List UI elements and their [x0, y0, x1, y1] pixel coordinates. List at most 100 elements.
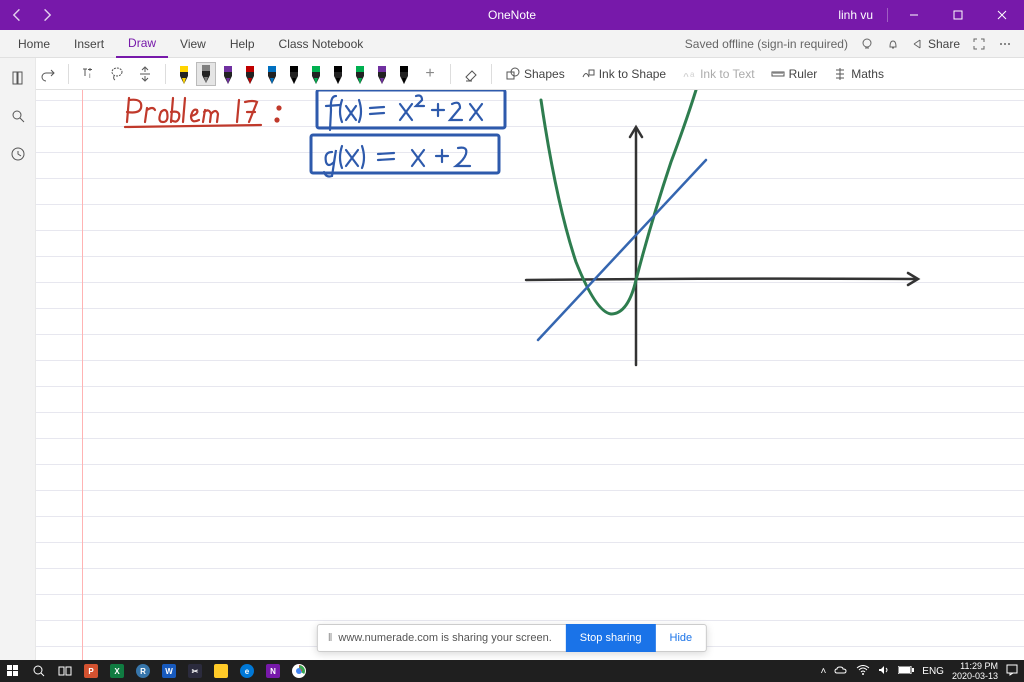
back-button[interactable] [4, 0, 32, 30]
screen-share-bar: ‖ www.numerade.com is sharing your scree… [317, 624, 707, 652]
draw-toolbar: I [0, 58, 1024, 90]
taskbar-search-icon[interactable] [26, 660, 52, 682]
ink-to-shape-tool[interactable]: Ink to Shape [575, 67, 672, 81]
pen-8[interactable] [350, 62, 370, 86]
pause-icon: ‖ [328, 632, 333, 644]
close-button[interactable] [980, 0, 1024, 30]
menu-draw[interactable]: Draw [116, 30, 168, 58]
taskbar-app-word[interactable]: W [156, 660, 182, 682]
note-canvas[interactable] [36, 90, 1024, 660]
taskbar: P X R W ✂ e N ˄ ENG 11:29 PM 2020-03-13 [0, 660, 1024, 682]
pen-2[interactable] [218, 62, 238, 86]
ink-to-text-icon: a [682, 67, 696, 81]
tray-notifications-icon[interactable] [1006, 664, 1018, 679]
tray-lang[interactable]: ENG [922, 666, 944, 677]
tray-wifi-icon[interactable] [856, 665, 870, 678]
system-tray: ˄ ENG 11:29 PM 2020-03-13 [820, 661, 1024, 681]
pen-3[interactable] [240, 62, 260, 86]
recent-icon[interactable] [6, 142, 30, 166]
ink-to-shape-label: Ink to Shape [599, 67, 666, 81]
more-icon[interactable] [992, 30, 1018, 58]
tray-volume-icon[interactable] [878, 665, 890, 678]
search-icon[interactable] [6, 104, 30, 128]
add-pen-button[interactable]: + [418, 62, 442, 86]
side-rail [0, 58, 36, 660]
nav-group [0, 0, 64, 30]
eraser-button[interactable] [459, 62, 483, 86]
maths-icon [833, 67, 847, 81]
svg-text:I: I [89, 74, 91, 80]
tray-chevron-icon[interactable]: ˄ [820, 666, 826, 677]
shapes-tool[interactable]: Shapes [500, 67, 571, 81]
user-name[interactable]: linh vu [824, 8, 888, 22]
menu-bar: Home Insert Draw View Help Class Noteboo… [0, 30, 1024, 58]
shapes-icon [506, 67, 520, 81]
menu-home[interactable]: Home [6, 30, 62, 58]
pen-5[interactable] [284, 62, 304, 86]
pen-1[interactable] [196, 62, 216, 86]
forward-button[interactable] [32, 0, 60, 30]
taskbar-app-excel[interactable]: X [104, 660, 130, 682]
text-select-button[interactable]: I [77, 62, 101, 86]
window-title: OneNote [488, 8, 536, 22]
ink-to-text-label: Ink to Text [700, 67, 754, 81]
maths-tool[interactable]: Maths [827, 67, 890, 81]
maximize-button[interactable] [936, 0, 980, 30]
taskbar-app-onenote[interactable]: N [260, 660, 286, 682]
menu-help[interactable]: Help [218, 30, 267, 58]
taskbar-app-explorer[interactable] [208, 660, 234, 682]
ink-line [516, 140, 816, 370]
bell-icon[interactable] [880, 30, 906, 58]
ink-to-shape-icon [581, 67, 595, 81]
share-label: Share [928, 37, 960, 51]
taskbar-app-chrome[interactable] [286, 660, 312, 682]
tray-date: 2020-03-13 [952, 671, 998, 681]
ruler-tool[interactable]: Ruler [765, 67, 824, 81]
share-icon [912, 38, 924, 50]
title-bar: OneNote linh vu [0, 0, 1024, 30]
taskbar-app-powerpoint[interactable]: P [78, 660, 104, 682]
ink-eq-2 [320, 138, 500, 178]
share-message: ‖ www.numerade.com is sharing your scree… [318, 632, 566, 644]
share-button[interactable]: Share [906, 37, 966, 51]
pen-6[interactable] [306, 62, 326, 86]
minimize-button[interactable] [892, 0, 936, 30]
lightbulb-icon[interactable] [854, 30, 880, 58]
taskbar-app-edge[interactable]: e [234, 660, 260, 682]
ruler-label: Ruler [789, 67, 818, 81]
redo-button[interactable] [36, 62, 60, 86]
ink-eq-1 [326, 92, 506, 130]
tray-clock[interactable]: 11:29 PM 2020-03-13 [952, 661, 998, 681]
pen-9[interactable] [372, 62, 392, 86]
hide-share-button[interactable]: Hide [656, 632, 707, 644]
start-button[interactable] [0, 660, 26, 682]
ink-to-text-tool[interactable]: a Ink to Text [676, 67, 760, 81]
pen-7[interactable] [328, 62, 348, 86]
ruler-icon [771, 67, 785, 81]
save-status: Saved offline (sign-in required) [685, 37, 854, 51]
insert-space-button[interactable] [133, 62, 157, 86]
menu-class-notebook[interactable]: Class Notebook [267, 30, 376, 58]
pen-0[interactable] [174, 62, 194, 86]
shapes-label: Shapes [524, 67, 565, 81]
tray-time: 11:29 PM [952, 661, 998, 671]
maths-label: Maths [851, 67, 884, 81]
menu-view[interactable]: View [168, 30, 218, 58]
svg-text:a: a [690, 70, 695, 79]
tray-battery-icon[interactable] [898, 666, 914, 677]
tray-onedrive-icon[interactable] [834, 665, 848, 678]
taskbar-app-taskview[interactable] [52, 660, 78, 682]
stop-sharing-button[interactable]: Stop sharing [566, 624, 656, 652]
title-right: linh vu [824, 0, 1024, 30]
fullscreen-icon[interactable] [966, 30, 992, 58]
taskbar-app-snip[interactable]: ✂ [182, 660, 208, 682]
ink-problem-label [121, 90, 321, 140]
notebooks-icon[interactable] [6, 66, 30, 90]
pen-10[interactable] [394, 62, 414, 86]
pen-4[interactable] [262, 62, 282, 86]
pen-palette [174, 62, 414, 86]
taskbar-apps: P X R W ✂ e N [52, 660, 312, 682]
menu-insert[interactable]: Insert [62, 30, 116, 58]
lasso-button[interactable] [105, 62, 129, 86]
taskbar-app-rstudio[interactable]: R [130, 660, 156, 682]
